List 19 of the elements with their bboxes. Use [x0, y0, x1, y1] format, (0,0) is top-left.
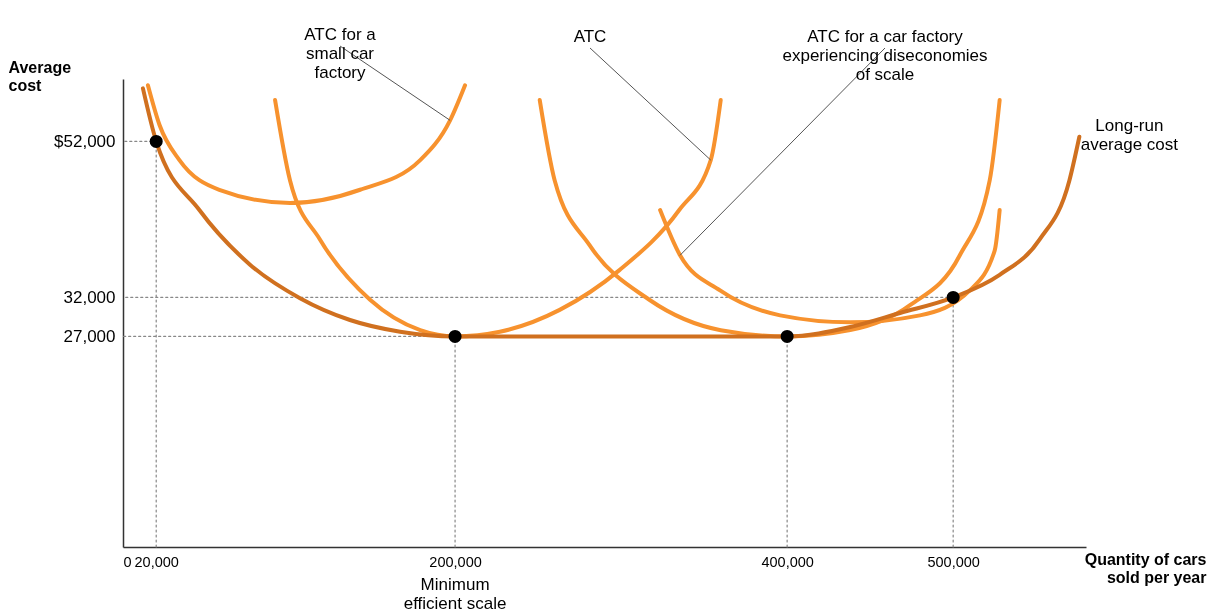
x-tick-label: 0 — [123, 553, 132, 570]
annotation: ATC — [573, 27, 607, 46]
y-tick-label: 32,000 — [63, 287, 116, 307]
point — [780, 329, 794, 343]
x-tick-label: 20,000 — [134, 553, 179, 570]
annotation: ATC for a car factory experiencing diseconomies of scale — [782, 27, 988, 84]
series-label: Long-run average cost — [1080, 115, 1179, 154]
annotation: Minimum efficient scale — [403, 575, 507, 611]
y-tick-label: 27,000 — [63, 326, 116, 346]
point — [946, 290, 960, 304]
point — [149, 134, 163, 148]
annotation: ATC for a small car factory — [304, 25, 377, 82]
x-tick-label: 200,000 — [429, 553, 482, 570]
x-axis-title: Quantity of cars sold per year — [1084, 550, 1207, 586]
y-tick-label: $52,000 — [54, 131, 116, 151]
x-tick-label: 400,000 — [761, 553, 814, 570]
point — [448, 329, 462, 343]
y-axis-title: Average cost — [8, 58, 72, 94]
x-tick-label: 500,000 — [927, 553, 980, 570]
